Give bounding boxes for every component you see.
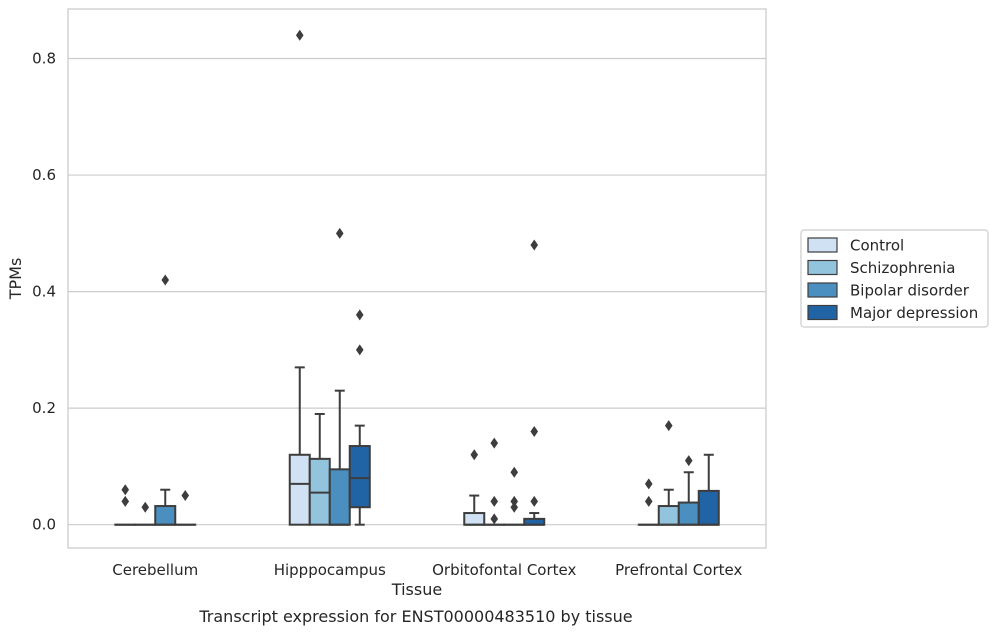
x-axis-label: Tissue — [391, 580, 442, 599]
outlier-point — [355, 344, 364, 356]
y-axis-ticks: 0.0 0.2 0.4 0.6 0.8 — [32, 50, 56, 534]
legend: Control Schizophrenia Bipolar disorder Majo… — [800, 229, 989, 328]
outlier-point — [490, 513, 499, 525]
outlier-point — [141, 501, 150, 513]
outlier-point — [121, 495, 130, 507]
y-tick-label: 0.8 — [32, 50, 56, 68]
outlier-point — [530, 495, 539, 507]
outlier-point — [295, 29, 304, 41]
box-bipolar-disorder — [328, 227, 351, 526]
iqr-box — [288, 453, 311, 526]
outlier-point — [470, 449, 479, 461]
outlier-point — [335, 227, 344, 239]
y-tick-label: 0.4 — [32, 283, 56, 301]
box-schizophrenia — [308, 412, 331, 526]
box-schizophrenia — [483, 437, 506, 526]
legend-swatch — [807, 304, 838, 321]
outlier-point — [664, 420, 673, 432]
outlier-point — [644, 478, 653, 490]
box-control — [114, 484, 137, 526]
legend-label: Major depression — [850, 304, 978, 322]
x-tick-label: Prefrontal Cortex — [615, 561, 742, 579]
x-axis-ticks: Cerebellum Hipppocampus Orbitofontal Corte… — [112, 561, 742, 579]
outlier-point — [490, 437, 499, 449]
outlier-point — [510, 501, 519, 513]
y-tick-label: 0.6 — [32, 166, 56, 184]
iqr-box — [697, 489, 720, 526]
y-tick-label: 0.2 — [32, 399, 56, 417]
box-major-depression — [697, 453, 720, 526]
outlier-point — [530, 239, 539, 251]
box-schizophrenia — [657, 420, 680, 526]
box-control — [288, 29, 311, 526]
x-tick-label: Orbitofontal Cortex — [432, 561, 576, 579]
iqr-box — [677, 501, 700, 526]
outlier-point — [530, 425, 539, 437]
box-bipolar-disorder — [503, 466, 526, 526]
outlier-point — [510, 495, 519, 507]
legend-swatch — [807, 282, 838, 298]
legend-swatch — [807, 237, 838, 253]
box-control — [463, 449, 486, 526]
box-bipolar-disorder — [677, 455, 700, 526]
legend-frame — [800, 229, 989, 328]
gridlines — [68, 57, 766, 526]
box-schizophrenia — [134, 501, 157, 526]
legend-swatch — [807, 259, 838, 276]
outlier-point — [510, 466, 519, 478]
iqr-box — [348, 445, 371, 509]
iqr-box — [154, 505, 177, 526]
outlier-point — [121, 484, 130, 496]
box-control — [637, 478, 660, 526]
outlier-point — [490, 495, 499, 507]
iqr-box — [657, 505, 680, 526]
outlier-point — [161, 274, 170, 286]
figure-caption: Transcript expression for ENST0000048351… — [198, 607, 632, 626]
legend-label: Bipolar disorder — [850, 282, 970, 300]
y-tick-label: 0.0 — [32, 516, 56, 534]
legend-label: Schizophrenia — [850, 259, 955, 277]
x-tick-label: Cerebellum — [112, 561, 198, 579]
box-major-depression — [174, 490, 197, 526]
iqr-box — [328, 468, 351, 526]
outlier-point — [181, 490, 190, 502]
box-groups — [114, 29, 720, 526]
legend-label: Control — [850, 237, 904, 255]
y-axis-label: TPMs — [6, 258, 25, 301]
plot-frame — [67, 8, 767, 549]
outlier-point — [684, 455, 693, 467]
outlier-point — [355, 309, 364, 321]
box-bipolar-disorder — [154, 274, 177, 526]
box-major-depression — [348, 309, 371, 526]
box-major-depression — [523, 239, 546, 526]
outlier-point — [644, 495, 653, 507]
iqr-box — [463, 512, 486, 526]
x-tick-label: Hipppocampus — [274, 561, 386, 579]
